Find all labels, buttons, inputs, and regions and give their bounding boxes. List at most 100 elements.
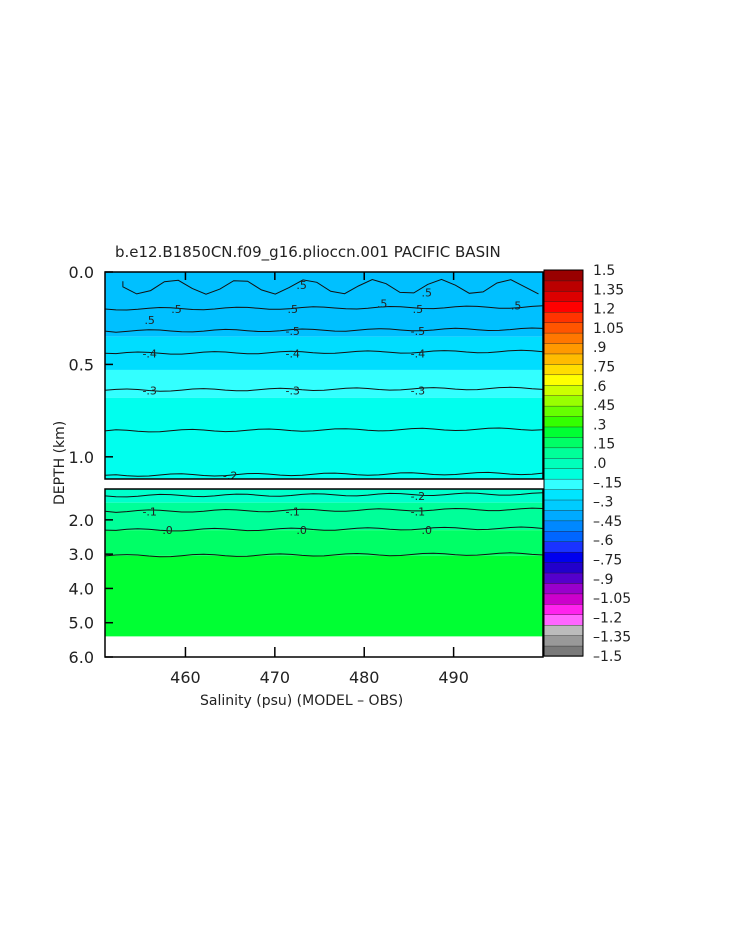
colorbar-swatch (543, 572, 584, 584)
x-tick-label: 480 (349, 668, 380, 687)
upper-y-tick-label: 0.5 (69, 355, 94, 374)
colorbar-swatch (543, 394, 584, 407)
colorbar-label: –.45 (593, 514, 622, 530)
colorbar-swatch (543, 593, 584, 605)
upper-contour-0 (104, 305, 544, 311)
y-axis-label: DEPTH (km) (52, 421, 68, 505)
lower-y-tick-label: 2.0 (69, 511, 94, 530)
upper-contour-label: -.4 (411, 347, 425, 360)
upper-surface-label: .5 (144, 314, 155, 327)
upper-contour-label: -.5 (285, 325, 299, 338)
lower-y-tick-label: 6.0 (69, 648, 94, 667)
colorbar-label: –1.5 (593, 649, 622, 665)
colorbar-swatch (543, 447, 584, 459)
x-tick-label: 460 (170, 668, 201, 687)
lower-contour-2 (104, 526, 544, 532)
colorbar-swatch (543, 301, 584, 313)
lower-panel: -.2 -.1 -.1 -.1 .0 .0 .0 2.0 3.0 4.0 5.0 6.0 (69, 488, 544, 667)
colorbar-label: –1.05 (593, 591, 631, 607)
upper-contour-5 (104, 471, 544, 477)
colorbar: 1.5 1.35 1.2 1.05 .9 .75 .6 .45 .3 .15 .0 –.15 –.3 –.… (543, 263, 631, 665)
upper-contour-3 (104, 386, 544, 392)
upper-contour-2 (104, 349, 544, 355)
colorbar-frame (543, 269, 584, 657)
colorbar-swatch (543, 405, 584, 417)
lower-contour-1 (104, 507, 544, 513)
lower-contour-label: .0 (162, 524, 173, 537)
upper-frame (104, 271, 544, 480)
colorbar-label: .3 (593, 417, 606, 433)
lower-contour-label: -.2 (411, 490, 425, 503)
colorbar-swatch (543, 488, 584, 501)
colorbar-swatch (543, 353, 584, 365)
upper-surface-label: .5 (296, 279, 307, 292)
lower-seafloor (105, 636, 543, 657)
colorbar-label: 1.5 (593, 263, 615, 279)
lower-y-tick-label: 4.0 (69, 579, 94, 598)
colorbar-label: –.3 (593, 495, 613, 511)
upper-surface-label: .5 (377, 297, 388, 310)
upper-contour-1 (104, 327, 544, 333)
lower-band-3 (105, 555, 543, 637)
colorbar-label: .9 (593, 340, 606, 356)
colorbar-label: 1.05 (593, 321, 624, 337)
colorbar-swatch (543, 384, 584, 396)
colorbar-swatch (543, 541, 584, 553)
chart-title: b.e12.B1850CN.f09_g16.plioccn.001 PACIFI… (115, 243, 501, 262)
colorbar-swatch (543, 582, 584, 595)
lower-contour-0 (104, 492, 544, 498)
colorbar-swatch (543, 551, 584, 563)
colorbar-swatch (543, 342, 584, 355)
colorbar-swatch (543, 603, 584, 615)
colorbar-swatch (543, 530, 584, 542)
colorbar-swatch (543, 509, 584, 522)
colorbar-swatch (543, 624, 584, 636)
upper-contour-label: -.2 (223, 469, 237, 482)
colorbar-label: –1.2 (593, 610, 622, 626)
colorbar-swatch (543, 520, 584, 532)
upper-band-3 (105, 397, 543, 479)
upper-contour-label: -.4 (285, 347, 299, 360)
colorbar-swatch (543, 363, 584, 376)
lower-contour-3 (104, 552, 544, 558)
upper-panel: .5 .5 .5 -.5 -.5 -.4 -.4 -.4 -.3 -.3 -.3 -.2 .5 .5 .5.… (69, 263, 544, 482)
upper-contour-label: .5 (413, 303, 424, 316)
colorbar-swatch (543, 499, 584, 511)
colorbar-label: 1.2 (593, 302, 615, 318)
colorbar-label: .0 (593, 456, 606, 472)
lower-contour-label: -.1 (142, 505, 156, 518)
colorbar-swatch (543, 436, 584, 449)
upper-contour-label: -.3 (411, 384, 425, 397)
upper-contour-4 (104, 427, 544, 433)
lower-frame (104, 488, 544, 658)
upper-contour-label: .5 (171, 303, 182, 316)
colorbar-label: –.15 (593, 475, 622, 491)
colorbar-swatch (543, 634, 584, 647)
colorbar-swatch (543, 614, 584, 626)
colorbar-label: –.6 (593, 533, 613, 549)
colorbar-label: .6 (593, 379, 606, 395)
colorbar-swatch (543, 290, 584, 302)
colorbar-swatch (543, 374, 584, 386)
colorbar-swatch (543, 468, 584, 480)
colorbar-swatch (543, 280, 584, 292)
colorbar-swatch (543, 415, 584, 428)
upper-contour-label: -.3 (285, 384, 299, 397)
lower-band-1 (105, 502, 543, 531)
lower-contour-label: .0 (296, 524, 307, 537)
lower-contour-label: -.1 (285, 505, 299, 518)
colorbar-label: –.75 (593, 553, 622, 569)
upper-surface-contour (122, 278, 539, 295)
colorbar-swatch (543, 426, 584, 438)
colorbar-label: 1.35 (593, 282, 624, 298)
lower-y-tick-label: 5.0 (69, 614, 94, 633)
colorbar-swatch (543, 645, 584, 657)
upper-surface-label: .5 (511, 299, 522, 312)
colorbar-label: .75 (593, 360, 615, 376)
upper-contour-label: -.3 (142, 384, 156, 397)
upper-contour-label: -.5 (411, 325, 425, 338)
lower-contour-label: -.1 (411, 505, 425, 518)
upper-y-tick-label: 1.0 (69, 448, 94, 467)
lower-y-tick-label: 3.0 (69, 545, 94, 564)
